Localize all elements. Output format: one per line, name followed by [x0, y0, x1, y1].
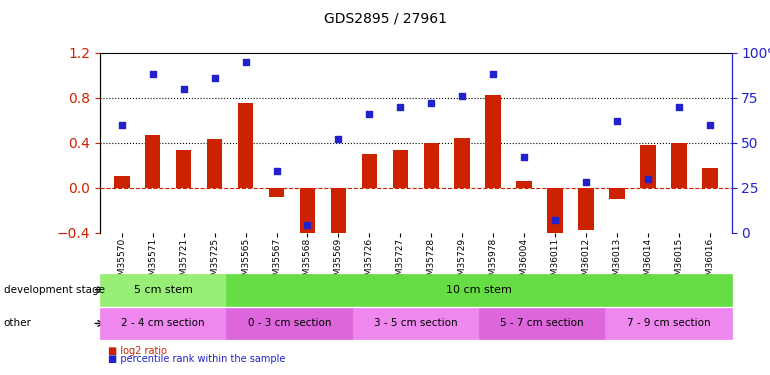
Point: [116, 122, 128, 128]
Point: [333, 136, 345, 142]
Point: [425, 100, 437, 106]
Point: [209, 75, 221, 81]
Bar: [454, 138, 470, 188]
Text: 10 cm stem: 10 cm stem: [446, 285, 512, 295]
Bar: [671, 142, 687, 188]
Bar: [238, 103, 253, 188]
Point: [549, 217, 561, 223]
Point: [301, 222, 313, 228]
Text: development stage: development stage: [4, 285, 105, 295]
Point: [673, 104, 685, 110]
Point: [146, 71, 159, 77]
Bar: [578, 188, 594, 230]
Text: 2 - 4 cm section: 2 - 4 cm section: [122, 318, 205, 328]
Text: GDS2895 / 27961: GDS2895 / 27961: [323, 11, 447, 25]
Bar: [269, 188, 284, 196]
Bar: [362, 154, 377, 188]
Point: [456, 93, 468, 99]
Point: [487, 71, 499, 77]
Bar: [114, 176, 129, 188]
Text: 5 cm stem: 5 cm stem: [134, 285, 192, 295]
Bar: [300, 188, 315, 242]
Bar: [207, 139, 223, 188]
Point: [270, 168, 283, 174]
Bar: [517, 181, 532, 188]
Text: 3 - 5 cm section: 3 - 5 cm section: [374, 318, 457, 328]
Text: ■ log2 ratio: ■ log2 ratio: [108, 346, 167, 356]
Bar: [609, 188, 624, 199]
Bar: [145, 135, 160, 188]
Bar: [485, 95, 501, 188]
Bar: [330, 188, 346, 244]
Text: ■ percentile rank within the sample: ■ percentile rank within the sample: [108, 354, 285, 364]
Text: other: other: [4, 318, 32, 328]
Text: 7 - 9 cm section: 7 - 9 cm section: [627, 318, 710, 328]
Bar: [176, 150, 192, 188]
Point: [394, 104, 407, 110]
Bar: [547, 188, 563, 240]
Bar: [424, 142, 439, 188]
Point: [239, 58, 252, 64]
Point: [580, 179, 592, 185]
Bar: [702, 168, 718, 188]
Bar: [393, 150, 408, 188]
Point: [363, 111, 376, 117]
Bar: [640, 145, 656, 188]
Point: [611, 118, 623, 124]
Point: [178, 86, 190, 92]
Point: [641, 176, 654, 181]
Text: 0 - 3 cm section: 0 - 3 cm section: [248, 318, 331, 328]
Text: 5 - 7 cm section: 5 - 7 cm section: [500, 318, 584, 328]
Point: [704, 122, 716, 128]
Point: [518, 154, 531, 160]
